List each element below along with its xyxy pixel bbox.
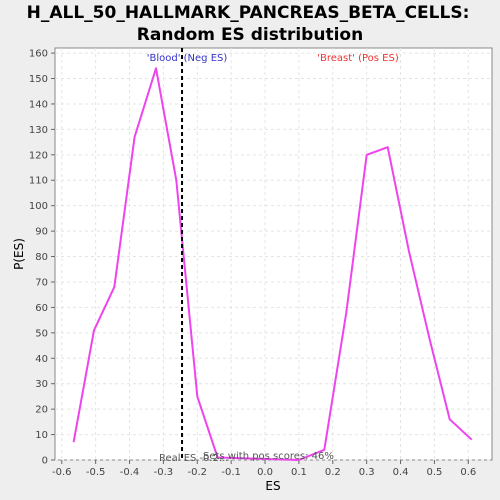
x-tick-label: 0.6 [460,467,476,478]
y-tick-label: 100 [29,201,48,212]
x-tick-label: 0.4 [393,467,409,478]
plot-area [54,47,493,461]
real-es-label: Real ES -0.2... [159,453,228,464]
y-tick-label: 140 [29,99,48,110]
y-tick-label: 120 [29,150,48,161]
y-tick-label: 30 [35,379,48,390]
y-axis-label: P(ES) [12,238,26,270]
pos-es-label: 'Breast' (Pos ES) [317,53,399,64]
x-tick-label: 0.3 [359,467,375,478]
y-tick-label: 0 [42,456,48,467]
x-tick-label: -0.6 [52,467,72,478]
y-axis-ticks: 0 10 20 30 40 50 60 70 80 90 100 110 120 130 140 150 160 [29,49,55,467]
x-tick-label: 0.0 [257,467,273,478]
y-tick-label: 130 [29,125,48,136]
x-tick-label: 0.1 [291,467,307,478]
y-tick-label: 60 [35,303,48,314]
y-tick-label: 110 [29,176,48,187]
pos-scores-text: Sets with pos scores: 46% [203,451,334,462]
y-tick-label: 50 [35,328,48,339]
x-tick-label: 0.5 [426,467,442,478]
x-axis-label: ES [265,479,280,493]
y-tick-label: 40 [35,354,48,365]
y-tick-label: 10 [35,430,48,441]
x-tick-label: -0.4 [120,467,140,478]
x-tick-label: -0.5 [86,467,106,478]
x-tick-label: -0.2 [188,467,208,478]
x-axis-ticks: -0.6 -0.5 -0.4 -0.3 -0.2 -0.1 0.0 0.1 0.2 0.3 0.4 0… [52,460,476,478]
x-tick-label: -0.3 [154,467,174,478]
y-tick-label: 150 [29,74,48,85]
real-es-text: Real ES [159,453,196,464]
y-tick-label: 90 [35,227,48,238]
y-tick-label: 20 [35,405,48,416]
real-es-value: -0.2... [199,453,228,464]
x-tick-label: 0.2 [325,467,341,478]
chart-title-line-2: Random ES distribution [137,25,363,45]
series-line [72,67,473,461]
neg-es-label: 'Blood' (Neg ES) [147,53,228,64]
chart-title-line-1: H_ALL_50_HALLMARK_PANCREAS_BETA_CELLS: [27,3,470,23]
y-tick-label: 70 [35,277,48,288]
x-tick-label: -0.1 [221,467,241,478]
grid-lines [55,48,492,461]
y-tick-label: 80 [35,252,48,263]
y-tick-label: 160 [29,49,48,60]
series-layer [72,67,473,461]
